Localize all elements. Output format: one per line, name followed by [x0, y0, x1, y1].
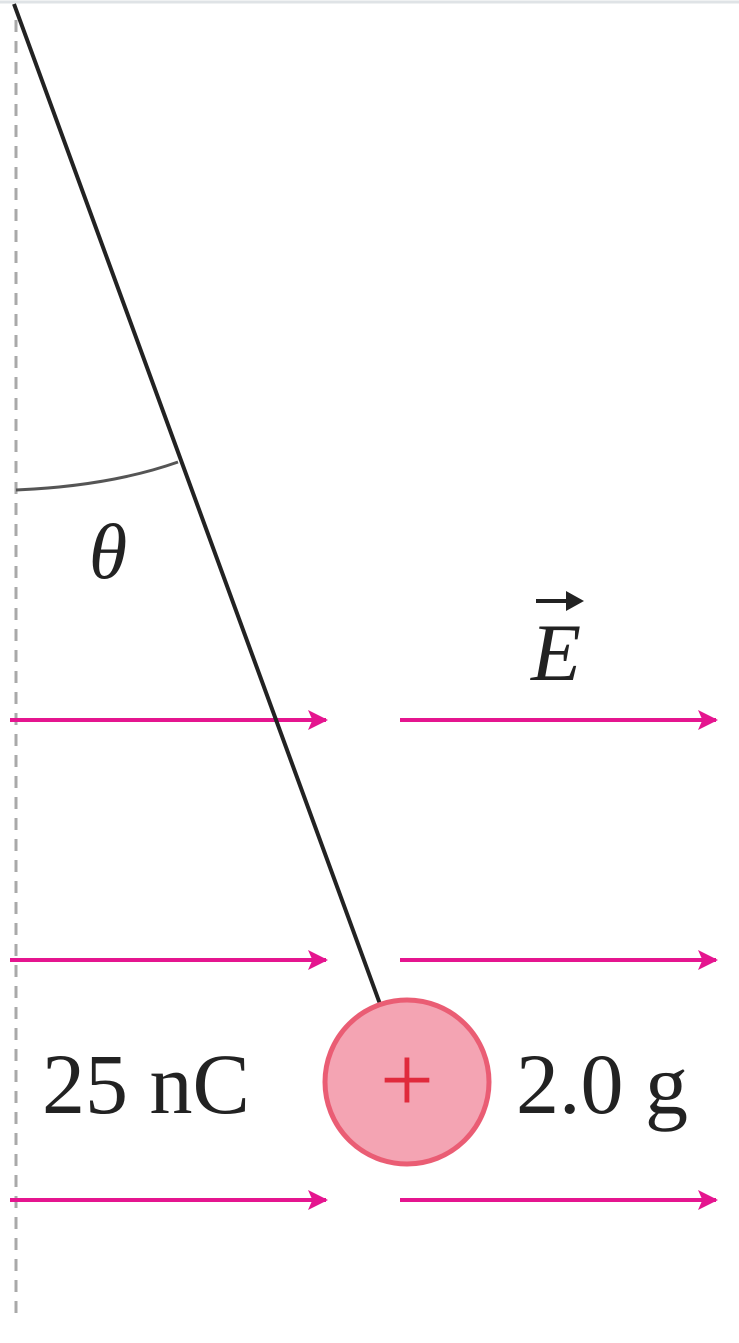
- pendulum-string: [12, 3, 382, 1005]
- mass-value-label: 2.0 g: [516, 1036, 688, 1132]
- charged-ball: [322, 997, 492, 1167]
- vector-arrow-icon: [536, 591, 584, 611]
- charge-sign-label: +: [380, 1026, 434, 1133]
- charge-value-label: 25 nC: [42, 1036, 250, 1132]
- angle-label: θ: [89, 508, 127, 595]
- field-label: E: [530, 607, 581, 698]
- angle-arc: [15, 460, 179, 492]
